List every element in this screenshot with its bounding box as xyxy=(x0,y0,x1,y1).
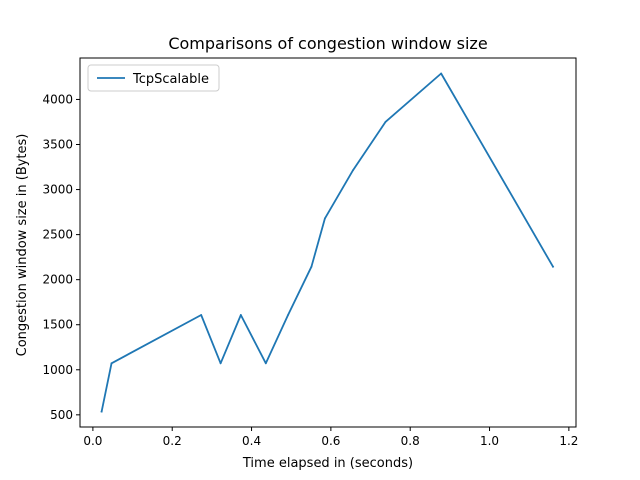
x-tick-label: 0.4 xyxy=(242,434,261,448)
y-tick-label: 1000 xyxy=(42,363,73,377)
x-tick-label: 0.2 xyxy=(163,434,182,448)
chart-title: Comparisons of congestion window size xyxy=(168,34,487,53)
x-axis-label: Time elapsed in (seconds) xyxy=(242,456,413,471)
y-tick-label: 3000 xyxy=(42,183,73,197)
plot-area: 0.0 0.2 0.4 0.6 0.8 1.0 1.2 500 1000 1500 2000 2500… xyxy=(42,57,578,448)
data-point xyxy=(200,314,203,316)
data-point xyxy=(110,362,113,365)
data-point xyxy=(239,314,242,316)
y-tick-label: 2000 xyxy=(42,273,73,287)
data-point xyxy=(264,362,267,365)
data-point xyxy=(552,265,554,268)
data-point xyxy=(287,314,289,316)
data-point xyxy=(219,362,222,365)
data-point xyxy=(324,217,326,220)
x-tick-label: 1.2 xyxy=(559,434,578,448)
x-tick-label: 1.0 xyxy=(480,434,499,448)
x-tick-label: 0.8 xyxy=(401,434,420,448)
legend: TcpScalable xyxy=(87,64,220,92)
data-point xyxy=(440,72,443,75)
legend-box xyxy=(87,64,220,92)
y-tick-label: 3500 xyxy=(42,138,73,152)
x-tick-label: 0.0 xyxy=(83,434,102,448)
y-tick-label: 4000 xyxy=(42,92,73,106)
data-point xyxy=(384,120,387,123)
y-tick-label: 2500 xyxy=(42,228,73,242)
x-tick-label: 0.6 xyxy=(321,434,340,448)
y-axis-label: Congestion window size in (Bytes) xyxy=(15,134,30,357)
axes-frame xyxy=(79,57,577,428)
data-point xyxy=(352,169,354,172)
legend-label: TcpScalable xyxy=(132,72,209,87)
y-tick-label: 500 xyxy=(50,408,73,422)
y-tick-label: 1500 xyxy=(42,318,73,332)
data-point xyxy=(310,265,313,268)
data-point xyxy=(100,410,103,413)
